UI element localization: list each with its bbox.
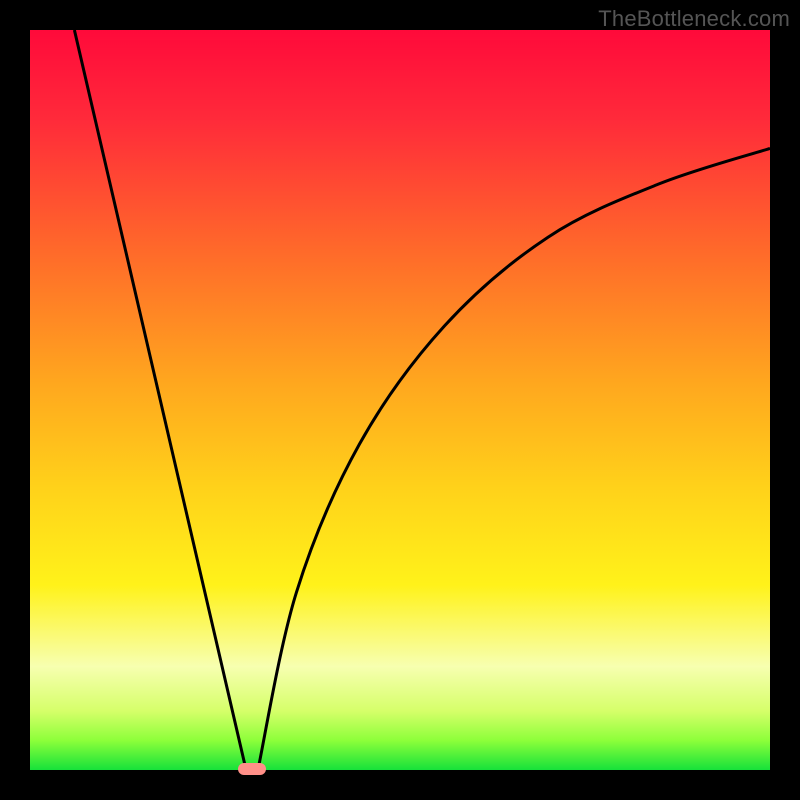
gradient-plot-area — [30, 30, 770, 770]
watermark-text: TheBottleneck.com — [598, 6, 790, 32]
chart-container: TheBottleneck.com — [0, 0, 800, 800]
notch-marker — [238, 763, 266, 775]
